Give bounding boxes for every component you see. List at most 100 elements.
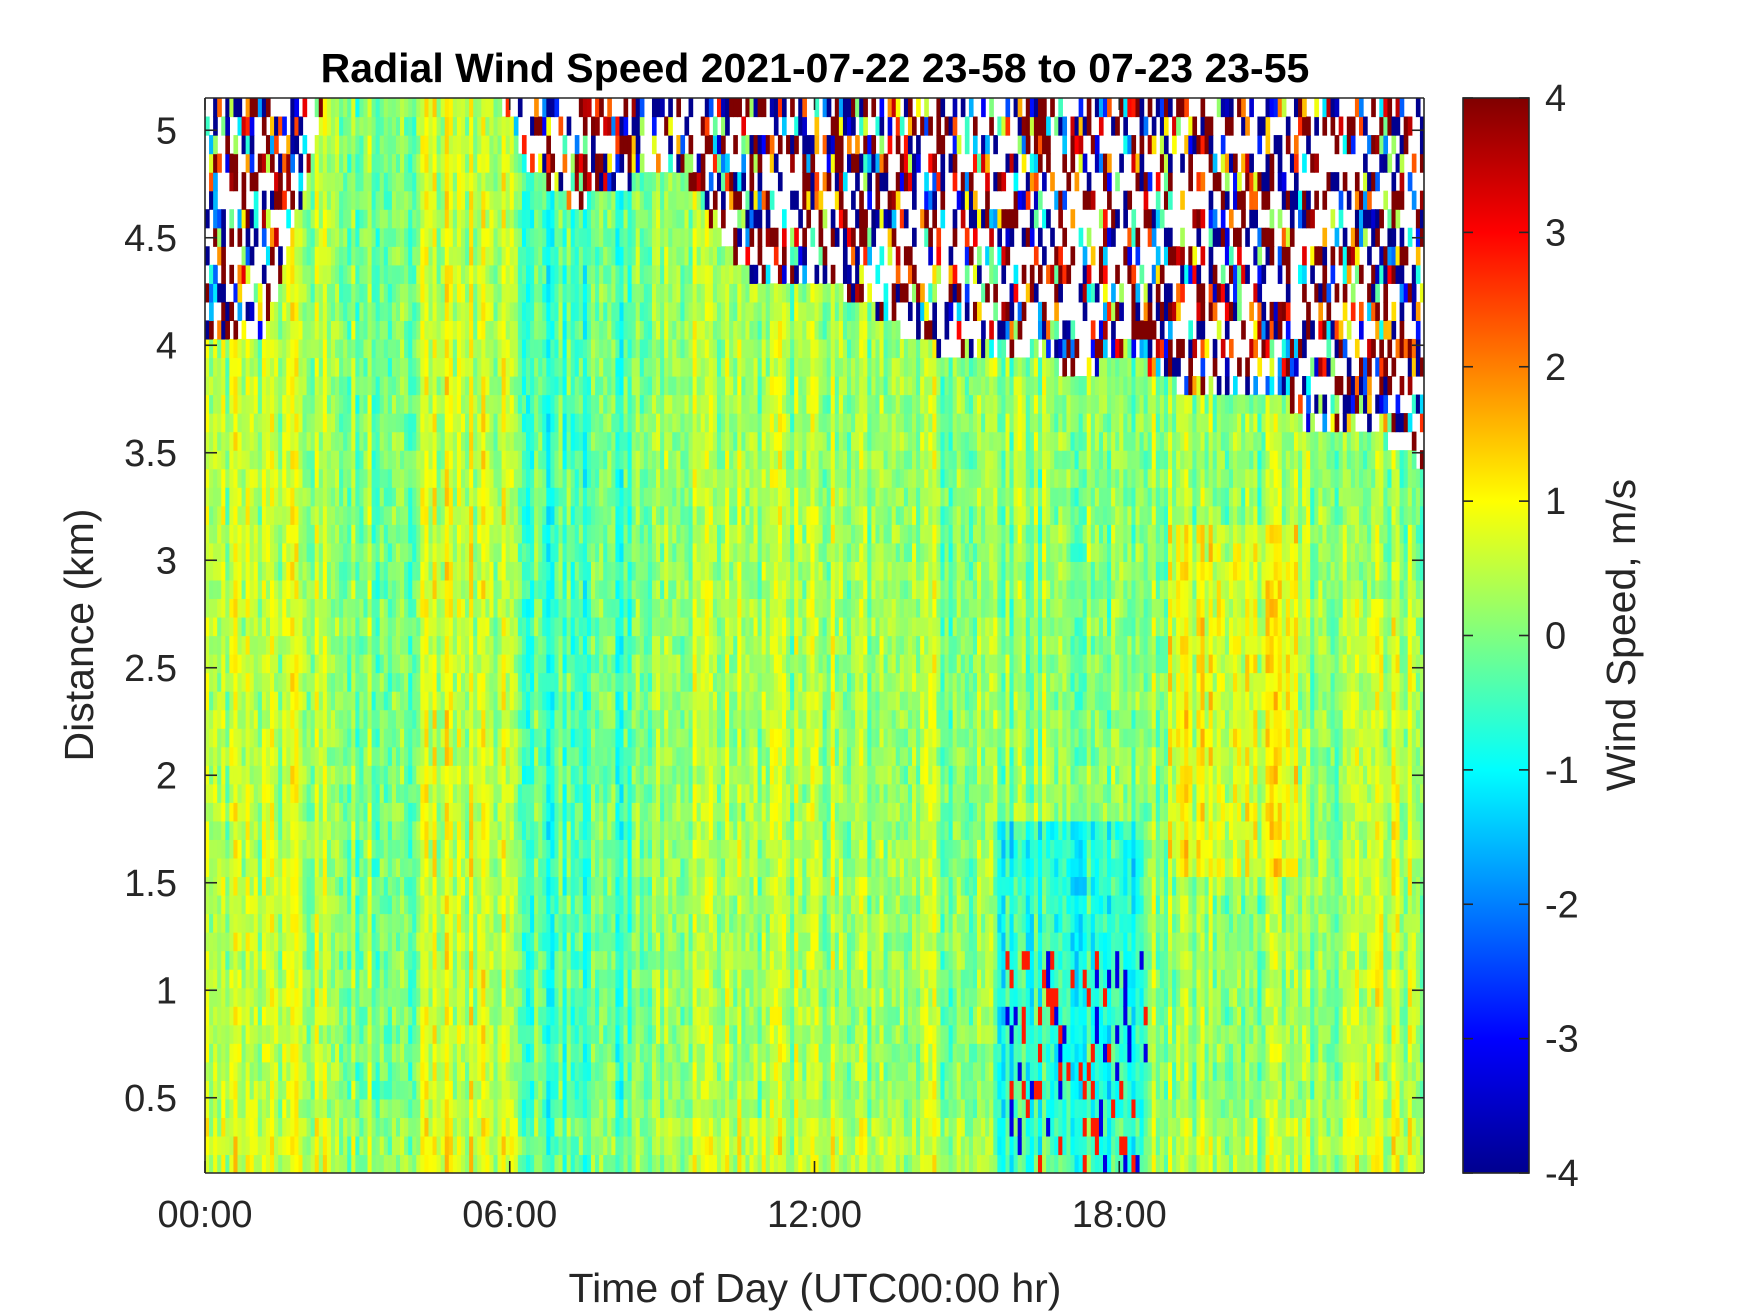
heatmap-cell <box>253 672 259 692</box>
heatmap-cell <box>416 227 421 247</box>
heatmap-cell <box>355 172 360 192</box>
heatmap-cell <box>395 783 401 803</box>
heatmap-cell <box>554 1080 560 1100</box>
heatmap-cell <box>343 987 348 1007</box>
heatmap-cell <box>517 894 523 915</box>
heatmap-cell <box>318 468 324 488</box>
heatmap-cell <box>265 987 271 1007</box>
heatmap-cell <box>217 1098 222 1118</box>
heatmap-cell <box>481 209 486 229</box>
heatmap-cell <box>420 561 426 581</box>
heatmap-cell <box>383 1117 389 1137</box>
heatmap-cell <box>217 1154 222 1173</box>
heatmap-cell <box>452 301 458 322</box>
heatmap-cell <box>391 320 397 340</box>
heatmap-cell <box>473 857 478 878</box>
heatmap-cell <box>513 1080 519 1100</box>
heatmap-cell <box>274 431 279 451</box>
heatmap-cell <box>355 1043 360 1063</box>
heatmap-cell <box>436 357 442 377</box>
heatmap-cell <box>343 1154 348 1173</box>
heatmap-cell <box>237 542 243 562</box>
heatmap-cell <box>489 802 495 822</box>
heatmap-cell <box>318 561 324 581</box>
heatmap-cell <box>395 561 401 581</box>
heatmap-cell <box>383 654 389 674</box>
heatmap-cell <box>456 468 462 488</box>
heatmap-cell <box>432 987 438 1007</box>
heatmap-cell <box>420 487 426 507</box>
heatmap-cell <box>245 783 251 803</box>
heatmap-cell <box>448 283 454 303</box>
heatmap-cell <box>330 894 336 915</box>
heatmap-cell <box>237 765 243 785</box>
heatmap-cell <box>391 209 397 229</box>
heatmap-cell <box>505 616 511 637</box>
heatmap-cell <box>347 1135 352 1156</box>
heatmap-cell <box>343 505 348 525</box>
heatmap-cell <box>330 172 336 192</box>
heatmap-cell <box>322 431 328 451</box>
heatmap-cell <box>428 468 434 488</box>
heatmap-cell <box>274 301 279 322</box>
heatmap-cell <box>286 320 291 340</box>
heatmap-cell <box>400 227 405 247</box>
heatmap-cell <box>448 950 454 970</box>
heatmap-cell <box>501 969 507 989</box>
heatmap-cell <box>428 227 434 247</box>
heatmap-cell <box>493 357 499 377</box>
heatmap-cell <box>205 950 210 970</box>
heatmap-cell <box>209 598 214 618</box>
heatmap-cell <box>351 209 356 229</box>
heatmap-cell <box>241 524 247 544</box>
heatmap-cell <box>473 542 478 562</box>
heatmap-cell <box>294 654 300 674</box>
heatmap-cell <box>456 98 462 118</box>
heatmap-cell <box>233 969 239 989</box>
heatmap-cell <box>383 857 389 878</box>
heatmap-cell <box>400 1154 405 1173</box>
heatmap-cell <box>530 1061 535 1081</box>
heatmap-cell <box>306 561 312 581</box>
heatmap-cell <box>383 394 389 414</box>
heatmap-cell <box>448 654 454 674</box>
heatmap-cell <box>265 505 271 525</box>
heatmap-cell <box>420 413 426 433</box>
heatmap-cell <box>213 691 218 711</box>
heatmap-cell <box>375 338 381 359</box>
heatmap-cell <box>404 987 409 1007</box>
heatmap-cell <box>416 728 421 748</box>
heatmap-cell <box>395 969 401 989</box>
heatmap-cell <box>493 950 499 970</box>
heatmap-cell <box>400 857 405 878</box>
heatmap-cell <box>412 561 417 581</box>
heatmap-cell <box>229 1024 235 1044</box>
heatmap-cell <box>314 932 320 952</box>
heatmap-cell <box>217 913 222 933</box>
heatmap-cell <box>465 524 470 544</box>
heatmap-cell <box>294 116 300 136</box>
heatmap-cell <box>225 913 230 933</box>
heatmap-cell <box>428 987 434 1007</box>
heatmap-cell <box>562 320 568 340</box>
heatmap-cell <box>505 153 511 173</box>
heatmap-cell <box>351 542 356 562</box>
heatmap-cell <box>485 635 491 655</box>
heatmap-cell <box>554 746 560 766</box>
heatmap-cell <box>302 1154 308 1173</box>
heatmap-cell <box>343 616 348 637</box>
heatmap-cell <box>343 1061 348 1081</box>
heatmap-cell <box>550 579 556 600</box>
heatmap-cell <box>452 190 458 210</box>
heatmap-cell <box>371 913 377 933</box>
heatmap-cell <box>221 1006 226 1026</box>
heatmap-cell <box>465 709 470 729</box>
heatmap-cell <box>452 1117 458 1137</box>
heatmap-cell <box>562 431 568 451</box>
heatmap-cell <box>501 950 507 970</box>
heatmap-cell <box>326 394 332 414</box>
heatmap-cell <box>261 802 267 822</box>
heatmap-cell <box>351 135 356 155</box>
heatmap-cell <box>367 264 373 284</box>
heatmap-cell <box>375 672 381 692</box>
